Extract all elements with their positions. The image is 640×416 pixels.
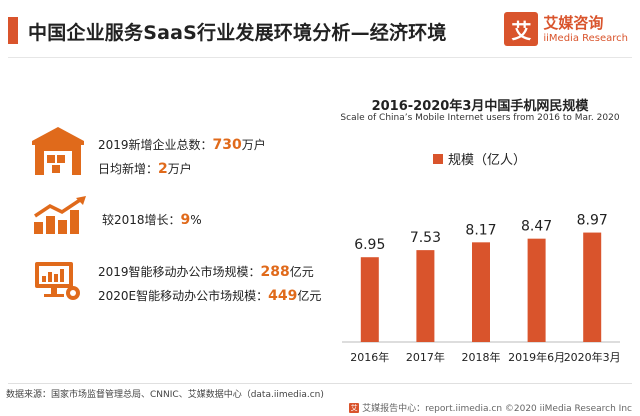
stat-new-companies: 2019新增企业总数：730万户 bbox=[98, 137, 266, 153]
title-accent-bar bbox=[8, 17, 18, 44]
data-label: 7.53 bbox=[410, 230, 441, 246]
growth-chart-icon bbox=[34, 196, 86, 234]
stat-office-2019: 2019智能移动办公市场规模：288亿元 bbox=[98, 264, 314, 280]
x-tick-label: 2017年 bbox=[406, 350, 445, 364]
data-label: 8.97 bbox=[577, 213, 608, 229]
brand-name-cn: 艾媒咨询 bbox=[543, 13, 604, 32]
data-source: 数据来源：国家市场监督管理总局、CNNIC、艾媒数据中心（data.iimedi… bbox=[6, 390, 324, 400]
chart-subtitle: Scale of China’s Mobile Internet users f… bbox=[340, 113, 620, 123]
bar-chart: 规模（亿人） 6.95 2016年 7.53 2017年 8.17 2018年 8.47 201… bbox=[342, 153, 621, 364]
stat-office-2020: 2020E智能移动办公市场规模：449亿元 bbox=[98, 288, 322, 304]
bar bbox=[416, 250, 435, 342]
brand-mark-icon: 艾 bbox=[504, 12, 539, 46]
data-label: 8.47 bbox=[521, 219, 552, 235]
footer-credit: 艾 艾媒报告中心：report.iimedia.cn ©2020 iiMedia… bbox=[349, 401, 632, 414]
bar bbox=[472, 242, 490, 342]
footer-logo-icon: 艾 bbox=[349, 402, 360, 413]
brand-name-en: iiMedia Research bbox=[543, 32, 628, 44]
stat-daily-new: 日均新增：2万户 bbox=[98, 161, 192, 177]
page-title: 中国企业服务SaaS行业发展环境分析—经济环境 bbox=[28, 22, 447, 44]
footer-divider bbox=[8, 383, 632, 384]
bar bbox=[583, 232, 602, 342]
warehouse-icon bbox=[32, 127, 84, 175]
x-tick-label: 2019年6月 bbox=[508, 350, 565, 364]
data-label: 6.95 bbox=[354, 237, 385, 253]
chart-title: 2016-2020年3月中国手机网民规模 bbox=[371, 99, 589, 114]
x-tick-label: 2016年 bbox=[350, 350, 389, 364]
brand-logo: 艾 艾媒咨询 iiMedia Research bbox=[504, 12, 628, 46]
bar bbox=[360, 257, 379, 342]
bar bbox=[527, 238, 546, 342]
legend-label: 规模（亿人） bbox=[448, 153, 526, 168]
footer-credit-text: 艾媒报告中心：report.iimedia.cn ©2020 iiMedia R… bbox=[362, 404, 632, 414]
x-tick-label: 2020年3月 bbox=[564, 350, 621, 364]
stat-growth: 较2018增长：9% bbox=[102, 212, 202, 228]
x-tick-label: 2018年 bbox=[462, 350, 501, 364]
title-divider bbox=[8, 57, 632, 58]
data-label: 8.17 bbox=[465, 222, 496, 238]
legend-swatch bbox=[433, 154, 443, 164]
monitor-chart-icon bbox=[35, 262, 80, 300]
